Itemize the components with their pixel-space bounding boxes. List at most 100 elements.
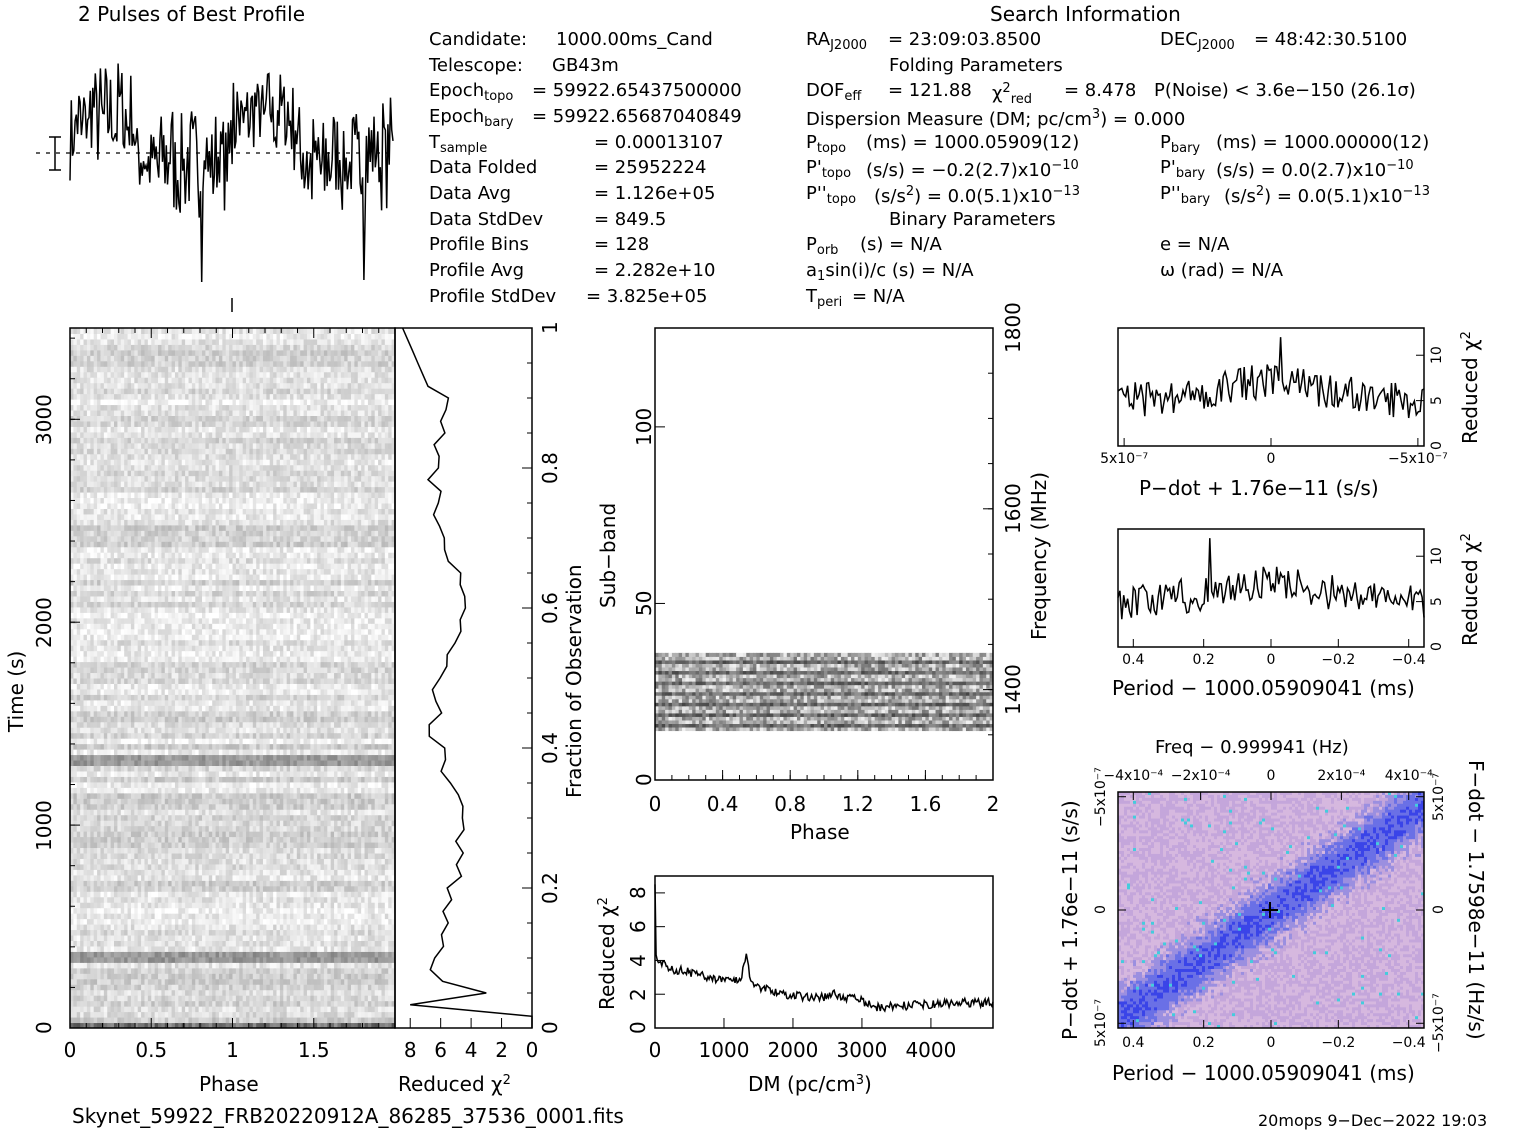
fraction-tick: 1 — [538, 322, 562, 335]
ppdot-freq-tick: 2x10⁻⁴ — [1317, 769, 1365, 783]
pdot-panel-x-tick: 0 — [1267, 452, 1276, 466]
period-panel-x-tick: 0.4 — [1122, 653, 1144, 667]
prof-avg-label: Profile Avg — [429, 262, 524, 280]
ptopo-value: (ms) = 1000.05909(12) — [866, 134, 1079, 152]
phase-label-sub: Phase — [790, 822, 850, 842]
time-phase-heatmap — [70, 328, 396, 1029]
prof-bins-value: = 128 — [594, 236, 649, 254]
pdot-panel-x-tick: 5x10⁻⁷ — [1100, 452, 1148, 466]
chi-value: = 8.478 — [1064, 82, 1136, 100]
dm-chi-tick: 8 — [626, 887, 650, 900]
pdot-panel-line — [1117, 337, 1425, 419]
prof-bins-label: Profile Bins — [429, 236, 529, 254]
phase-tick: 1.5 — [298, 1040, 330, 1060]
footer-right: 20mops 9−Dec−2022 19:03 — [1258, 1113, 1487, 1129]
dm-chi-tick: 4 — [626, 954, 650, 967]
time-tick: 0 — [32, 1022, 56, 1035]
data-std-value: = 849.5 — [594, 211, 666, 229]
ppdot-freq-tick: −2x10⁻⁴ — [1171, 769, 1231, 783]
ppdot-heatmap — [1118, 792, 1425, 1029]
data-std-label: Data StdDev — [429, 211, 543, 229]
period-panel-chi-tick: 10 — [1429, 547, 1445, 565]
dm-line: Dispersion Measure (DM; pc/cm3) = 0.000 — [806, 108, 1185, 129]
porb-value: (s) = N/A — [860, 236, 942, 254]
time-tick: 3000 — [32, 394, 56, 445]
data-avg-value: = 1.126e+05 — [594, 185, 715, 203]
dm-tick: 1000 — [699, 1040, 750, 1060]
dm-chi-tick: 0 — [626, 1022, 650, 1035]
ppdot-fdot-tick: −5x10⁻⁷ — [1431, 993, 1447, 1053]
dm-frame — [654, 875, 994, 1029]
epoch-topo-value: = 59922.65437500000 — [532, 82, 742, 100]
pddbary-value: (s/s2) = 0.0(5.1)x10−13 — [1224, 185, 1430, 206]
ppdot-period-tick: −0.2 — [1321, 1036, 1355, 1050]
fraction-tick: 0.8 — [538, 452, 562, 484]
pddtopo-value: (s/s2) = 0.0(5.1)x10−13 — [874, 185, 1080, 206]
epoch-topo-label: Epochtopo — [429, 82, 513, 104]
pdot-panel-chi-tick: 10 — [1429, 346, 1445, 364]
ppdot-fdot-tick: 5x10⁻⁷ — [1431, 773, 1447, 821]
redchi-tick: 2 — [495, 1040, 508, 1060]
chi-label: χ2red — [992, 82, 1032, 106]
redchi-tick: 6 — [434, 1040, 447, 1060]
fraction-tick: 0 — [538, 1022, 562, 1035]
dec-value: = 48:42:30.5100 — [1254, 31, 1407, 49]
phase-label-main: Phase — [199, 1074, 259, 1094]
a1-value: a1sin(i)/c (s) = N/A — [806, 262, 974, 284]
pulse-profile-line — [69, 63, 394, 283]
data-folded-label: Data Folded — [429, 159, 537, 177]
period-panel-chi-tick: 5 — [1429, 597, 1445, 606]
ppdot-period-tick: 0.2 — [1193, 1036, 1215, 1050]
ppdot-freq-tick: −4x10⁻⁴ — [1103, 769, 1163, 783]
subband-tick: 0 — [632, 774, 656, 787]
period-panel-x-tick: 0.2 — [1193, 653, 1215, 667]
pdot-panel-frame — [1117, 327, 1425, 447]
frequency-tick: 1400 — [1001, 664, 1025, 715]
pdot-panel-x-tick: −5x10⁻⁷ — [1388, 452, 1448, 466]
subband-tick: 50 — [632, 591, 656, 616]
tperi-label: Tperi — [806, 288, 842, 310]
pddbary-label: P''bary — [1160, 185, 1210, 207]
binary-title: Binary Parameters — [889, 211, 1056, 229]
pdot-panel-chi-tick: 0 — [1429, 442, 1445, 451]
ppdot-pdot-tick: 5x10⁻⁷ — [1093, 999, 1109, 1047]
pdbary-value: (s/s) = 0.0(2.7)x10−10 — [1216, 159, 1414, 180]
subband-heatmap — [655, 652, 994, 732]
freq-label: Freq − 0.999941 (Hz) — [1155, 739, 1349, 757]
ppdot-fdot-tick: 0 — [1431, 906, 1447, 915]
dof-label: DOFeff — [806, 82, 861, 104]
dof-value: = 121.88 — [888, 82, 972, 100]
prof-std-value: = 3.825e+05 — [586, 288, 707, 306]
redchi-tick: 0 — [526, 1040, 539, 1060]
ppdot-pdot-tick: −5x10⁻⁷ — [1093, 767, 1109, 827]
pdtopo-value: (s/s) = −0.2(2.7)x10−10 — [866, 159, 1079, 180]
period-panel-chi-tick: 0 — [1429, 643, 1445, 652]
redchi-tick: 8 — [404, 1040, 417, 1060]
redchi-label-profile: Reduced χ2 — [398, 1074, 511, 1094]
porb-label: Porb — [806, 236, 838, 258]
footer-filename: Skynet_59922_FRB20220912A_86285_37536_00… — [72, 1106, 624, 1126]
frequency-tick: 1600 — [1001, 483, 1025, 534]
fraction-tick: 0.6 — [538, 592, 562, 624]
dm-label: DM (pc/cm3) — [748, 1074, 872, 1094]
prof-avg-value: = 2.282e+10 — [594, 262, 715, 280]
subband-phase-tick: 0 — [649, 794, 662, 814]
fraction-chi-line — [401, 327, 533, 1028]
epoch-bary-value: = 59922.65687040849 — [532, 108, 742, 126]
e-value: e = N/A — [1160, 236, 1229, 254]
dm-tick: 0 — [649, 1040, 662, 1060]
pbary-label: Pbary — [1160, 134, 1200, 156]
ra-label: RAJ2000 — [806, 31, 867, 53]
ppdot-period-tick: 0 — [1267, 1036, 1276, 1050]
dm-tick: 4000 — [905, 1040, 956, 1060]
period-panel-x-tick: −0.2 — [1321, 653, 1355, 667]
data-folded-value: = 25952224 — [594, 159, 706, 177]
fraction-plot-frame — [394, 327, 533, 1029]
tsample-label: Tsample — [429, 134, 487, 156]
dec-label: DECJ2000 — [1160, 31, 1235, 53]
ppdot-period-tick: 0.4 — [1122, 1036, 1144, 1050]
dm-tick: 3000 — [836, 1040, 887, 1060]
ptopo-label: Ptopo — [806, 134, 846, 156]
folding-title: Folding Parameters — [889, 57, 1063, 75]
